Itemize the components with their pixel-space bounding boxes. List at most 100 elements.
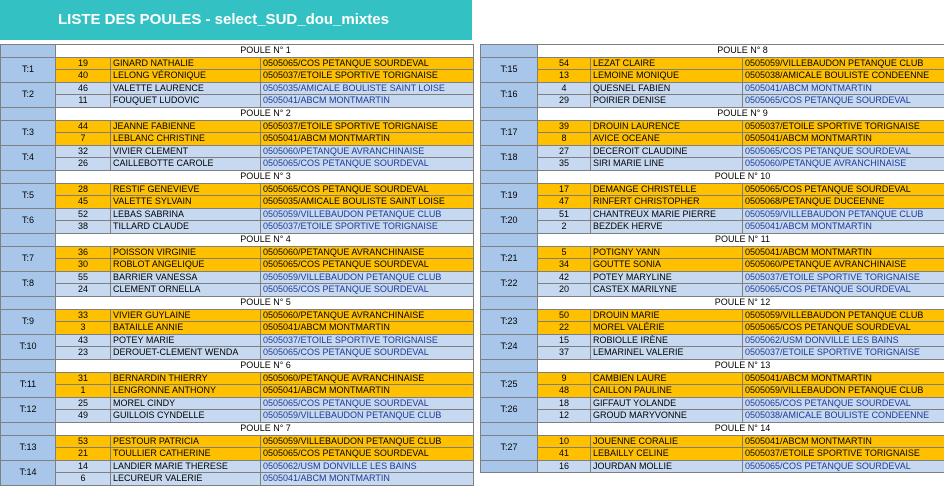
player-number: 3 bbox=[55, 321, 111, 335]
player-club: 0505037/ETOILE SPORTIVE TORIGNAISE bbox=[742, 270, 944, 285]
player-number: 28 bbox=[55, 182, 111, 197]
team-label: T:22 bbox=[480, 270, 538, 297]
player-name: JOURDAN MOLLIE bbox=[590, 459, 743, 474]
poule-header: POULE N° 4 bbox=[55, 233, 474, 247]
player-club: 0505059/VILLEBAUDON PETANQUE CLUB bbox=[260, 207, 474, 222]
team-label: T:27 bbox=[480, 434, 538, 461]
player-name: POTIGNY YANN bbox=[590, 245, 743, 260]
player-club: 0505065/COS PETANQUE SOURDEVAL bbox=[742, 283, 944, 297]
player-number: 15 bbox=[537, 333, 591, 348]
player-number: 33 bbox=[55, 308, 111, 323]
player-club: 0505065/COS PETANQUE SOURDEVAL bbox=[260, 157, 474, 171]
player-club: 0505060/PETANQUE AVRANCHINAISE bbox=[260, 308, 474, 323]
player-number: 39 bbox=[537, 119, 591, 134]
player-name: LEBLANC CHRISTINE bbox=[110, 132, 261, 146]
player-number: 43 bbox=[55, 333, 111, 348]
player-number: 24 bbox=[55, 283, 111, 297]
player-number: 45 bbox=[55, 195, 111, 209]
player-number: 30 bbox=[55, 258, 111, 272]
player-name: JOUENNE CORALIE bbox=[590, 434, 743, 449]
team-label: T:18 bbox=[480, 144, 538, 171]
team-label: T:5 bbox=[0, 182, 56, 209]
player-name: CAILLEBOTTE CAROLE bbox=[110, 157, 261, 171]
team-label: T:12 bbox=[0, 396, 56, 423]
player-club: 0505059/VILLEBAUDON PETANQUE CLUB bbox=[260, 270, 474, 285]
player-club: 0505065/COS PETANQUE SOURDEVAL bbox=[742, 94, 944, 108]
player-club: 0505041/ABCM MONTMARTIN bbox=[260, 94, 474, 108]
poule-header: POULE N° 14 bbox=[537, 422, 944, 436]
player-number: 14 bbox=[55, 459, 111, 474]
team-label: T:25 bbox=[480, 371, 538, 398]
player-number: 40 bbox=[55, 69, 111, 83]
player-name: QUESNEL FABIEN bbox=[590, 81, 743, 96]
team-label: T:9 bbox=[0, 308, 56, 335]
team-label: T:11 bbox=[0, 371, 56, 398]
team-label: T:20 bbox=[480, 207, 538, 234]
player-name: DROUIN LAURENCE bbox=[590, 119, 743, 134]
player-club: 0505041/ABCM MONTMARTIN bbox=[260, 321, 474, 335]
player-name: POTEY MARIE bbox=[110, 333, 261, 348]
team-label: T:21 bbox=[480, 245, 538, 272]
poule-spacer bbox=[480, 422, 538, 436]
player-number: 8 bbox=[537, 132, 591, 146]
poule-spacer bbox=[480, 44, 538, 58]
player-name: AVICE OCEANE bbox=[590, 132, 743, 146]
player-number: 26 bbox=[55, 157, 111, 171]
team-label: T:23 bbox=[480, 308, 538, 335]
poule-header: POULE N° 3 bbox=[55, 170, 474, 184]
player-number: 25 bbox=[55, 396, 111, 411]
player-number: 32 bbox=[55, 144, 111, 159]
player-name: RINFERT CHRISTOPHER bbox=[590, 195, 743, 209]
player-club: 0505041/ABCM MONTMARTIN bbox=[260, 472, 474, 486]
poule-header: POULE N° 10 bbox=[537, 170, 944, 184]
player-number: 44 bbox=[55, 119, 111, 134]
player-club: 0505037/ETOILE SPORTIVE TORIGNAISE bbox=[260, 220, 474, 234]
player-club: 0505065/COS PETANQUE SOURDEVAL bbox=[742, 144, 944, 159]
player-name: RESTIF GENEVIEVE bbox=[110, 182, 261, 197]
player-club: 0505065/COS PETANQUE SOURDEVAL bbox=[260, 447, 474, 461]
player-name: FOUQUET LUDOVIC bbox=[110, 94, 261, 108]
poule-header: POULE N° 2 bbox=[55, 107, 474, 121]
player-name: SIRI MARIE LINE bbox=[590, 157, 743, 171]
poule-spacer bbox=[0, 422, 56, 436]
player-number: 13 bbox=[537, 69, 591, 83]
poule-header: POULE N° 6 bbox=[55, 359, 474, 373]
team-label: T:1 bbox=[0, 56, 56, 83]
player-name: VIVIER CLEMENT bbox=[110, 144, 261, 159]
player-number: 27 bbox=[537, 144, 591, 159]
player-name: CASTEX MARILYNE bbox=[590, 283, 743, 297]
poule-header: POULE N° 13 bbox=[537, 359, 944, 373]
player-number: 18 bbox=[537, 396, 591, 411]
player-club: 0505041/ABCM MONTMARTIN bbox=[742, 132, 944, 146]
player-club: 0505035/AMICALE BOULISTE SAINT LOISE bbox=[260, 195, 474, 209]
player-name: POISSON VIRGINIE bbox=[110, 245, 261, 260]
player-number: 51 bbox=[537, 207, 591, 222]
player-name: MOREL VALÉRIE bbox=[590, 321, 743, 335]
player-name: PESTOUR PATRICIA bbox=[110, 434, 261, 449]
player-number: 19 bbox=[55, 56, 111, 71]
player-club: 0505041/ABCM MONTMARTIN bbox=[742, 245, 944, 260]
player-name: LEZAT CLAIRE bbox=[590, 56, 743, 71]
poule-header: POULE N° 1 bbox=[55, 44, 474, 58]
player-name: DROUIN MARIE bbox=[590, 308, 743, 323]
player-club: 0505037/ETOILE SPORTIVE TORIGNAISE bbox=[742, 119, 944, 134]
player-name: VALETTE SYLVAIN bbox=[110, 195, 261, 209]
player-number: 29 bbox=[537, 94, 591, 108]
player-club: 0505037/ETOILE SPORTIVE TORIGNAISE bbox=[742, 447, 944, 461]
player-name: POTEY MARYLINE bbox=[590, 270, 743, 285]
player-name: LEBAILLY CELINE bbox=[590, 447, 743, 461]
player-number: 12 bbox=[537, 409, 591, 423]
player-name: VALETTE LAURENCE bbox=[110, 81, 261, 96]
team-label: T:13 bbox=[0, 434, 56, 461]
poule-header: POULE N° 9 bbox=[537, 107, 944, 121]
team-label: T:7 bbox=[0, 245, 56, 272]
player-name: JEANNE FABIENNE bbox=[110, 119, 261, 134]
team-label: T:15 bbox=[480, 56, 538, 83]
player-name: VIVIER GUYLAINE bbox=[110, 308, 261, 323]
player-club: 0505041/ABCM MONTMARTIN bbox=[260, 132, 474, 146]
player-club: 0505065/COS PETANQUE SOURDEVAL bbox=[260, 283, 474, 297]
player-club: 0505059/VILLEBAUDON PETANQUE CLUB bbox=[742, 308, 944, 323]
player-name: BATAILLE ANNIE bbox=[110, 321, 261, 335]
poule-header: POULE N° 11 bbox=[537, 233, 944, 247]
